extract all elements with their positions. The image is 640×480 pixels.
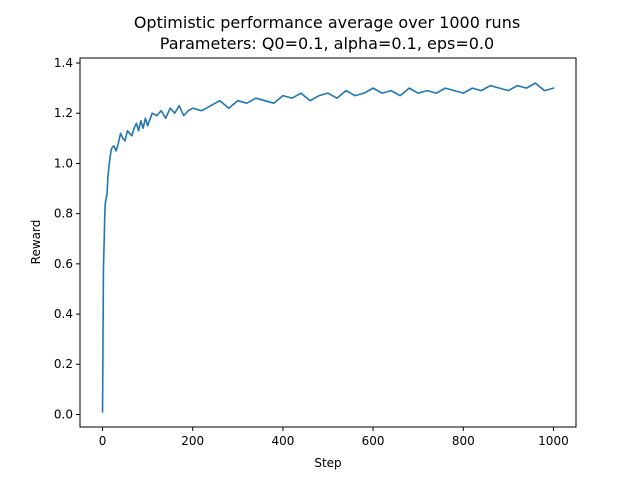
y-tick-label: 1.4 [54,56,73,70]
y-tick-label: 0.0 [54,407,73,421]
y-tick-label: 1.0 [54,156,73,170]
y-tick-label: 0.2 [54,357,73,371]
x-tick-label: 800 [452,434,475,448]
x-tick-label: 0 [99,434,107,448]
y-tick-label: 1.2 [54,106,73,120]
y-tick-label: 0.6 [54,257,73,271]
chart-title: Optimistic performance average over 1000… [134,13,520,32]
y-axis-label: Reward [29,220,43,265]
x-axis-ticks: 0 200 400 600 800 1000 [99,427,569,448]
chart-subtitle: Parameters: Q0=0.1, alpha=0.1, eps=0.0 [160,34,494,53]
x-tick-label: 1000 [538,434,569,448]
y-tick-label: 0.8 [54,207,73,221]
x-tick-label: 600 [362,434,385,448]
y-axis-ticks: 0.0 0.2 0.4 0.6 0.8 1.0 1.2 1.4 [54,56,80,421]
x-axis-label: Step [314,456,341,470]
series-line [101,82,555,413]
plot-area: 0 200 400 600 800 1000 0.0 0.2 0.4 0.6 0.8 1.0 1.2 1… [54,56,577,448]
x-tick-label: 200 [181,434,204,448]
y-tick-label: 0.4 [54,307,73,321]
x-tick-label: 400 [271,434,294,448]
plot-frame [79,57,577,428]
